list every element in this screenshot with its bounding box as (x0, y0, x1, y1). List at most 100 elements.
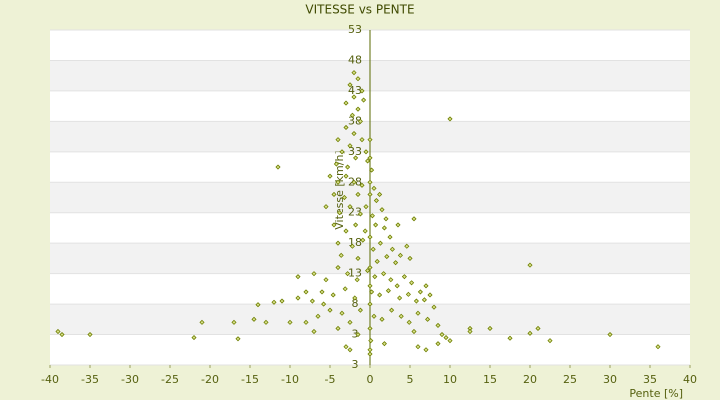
x-tick-label: 35 (643, 373, 657, 386)
point (303, 319, 309, 325)
point (341, 194, 347, 201)
point (439, 331, 445, 338)
y-tick-label: 38 (348, 114, 362, 127)
point (407, 255, 413, 261)
x-tick-label: -5 (325, 373, 336, 386)
point (389, 307, 395, 313)
point (315, 313, 321, 319)
x-axis-label: Pente [%] (629, 387, 683, 400)
point (443, 335, 449, 341)
point (435, 341, 441, 347)
point (368, 338, 374, 344)
point (367, 155, 373, 161)
point (393, 260, 399, 266)
point (339, 149, 345, 155)
point (347, 319, 353, 325)
point (397, 295, 403, 301)
point (383, 216, 389, 222)
point (335, 325, 341, 332)
point (55, 328, 61, 335)
point (423, 347, 429, 353)
y-tick-label: 53 (348, 23, 362, 36)
x-tick-label: 0 (367, 373, 374, 386)
point (427, 292, 433, 298)
point (389, 246, 395, 252)
point (351, 130, 357, 137)
y-tick-label: 43 (348, 84, 362, 97)
point (251, 316, 257, 322)
point (404, 243, 410, 249)
point (371, 313, 377, 319)
point (347, 204, 353, 210)
point (319, 289, 325, 295)
point (398, 313, 404, 319)
point (333, 161, 339, 167)
point (355, 331, 361, 338)
point (295, 295, 301, 301)
point (235, 336, 241, 342)
y-tick-label: 3 (352, 328, 359, 341)
point (335, 264, 341, 271)
point (381, 225, 387, 231)
point (415, 344, 421, 350)
point (330, 292, 336, 298)
point (360, 237, 366, 243)
x-tick-label: 25 (563, 373, 577, 386)
point (355, 106, 361, 112)
point (369, 289, 375, 295)
y-tick-label: 13 (348, 267, 362, 280)
x-tick-label: 5 (407, 373, 414, 386)
point (387, 234, 393, 240)
point (527, 330, 533, 336)
point (394, 283, 400, 289)
point (311, 271, 317, 277)
point (355, 255, 361, 261)
point (367, 191, 373, 198)
point (343, 173, 349, 179)
point (347, 143, 353, 149)
point (87, 331, 93, 338)
point (607, 331, 613, 338)
point (655, 344, 661, 350)
point (365, 158, 371, 164)
point (342, 286, 348, 292)
x-tick-label: 15 (483, 373, 497, 386)
point (357, 211, 363, 217)
point (351, 179, 357, 185)
point (357, 118, 363, 124)
point (303, 289, 309, 295)
point (355, 191, 361, 198)
point (361, 97, 367, 103)
point (409, 280, 415, 286)
x-tick-label: -35 (81, 373, 99, 386)
point (349, 243, 355, 249)
point (359, 182, 365, 188)
point (373, 197, 379, 204)
point (369, 167, 375, 173)
point (354, 277, 360, 283)
point (411, 328, 417, 335)
point (309, 298, 315, 304)
point (374, 258, 380, 265)
y-tick-label: 23 (348, 206, 362, 219)
point (367, 283, 373, 289)
point (379, 207, 385, 213)
point (377, 191, 383, 198)
point (372, 274, 378, 280)
point (355, 76, 361, 82)
point (381, 271, 387, 277)
point (327, 307, 333, 313)
point (385, 288, 391, 294)
point (338, 252, 344, 258)
point (295, 274, 301, 280)
point (351, 94, 357, 100)
point (435, 322, 441, 328)
point (367, 301, 373, 307)
y-tick-label: 8 (352, 297, 359, 310)
x-tick-label: -15 (241, 373, 259, 386)
point (343, 124, 349, 131)
point (411, 216, 417, 222)
point (339, 310, 345, 316)
point (367, 137, 373, 143)
